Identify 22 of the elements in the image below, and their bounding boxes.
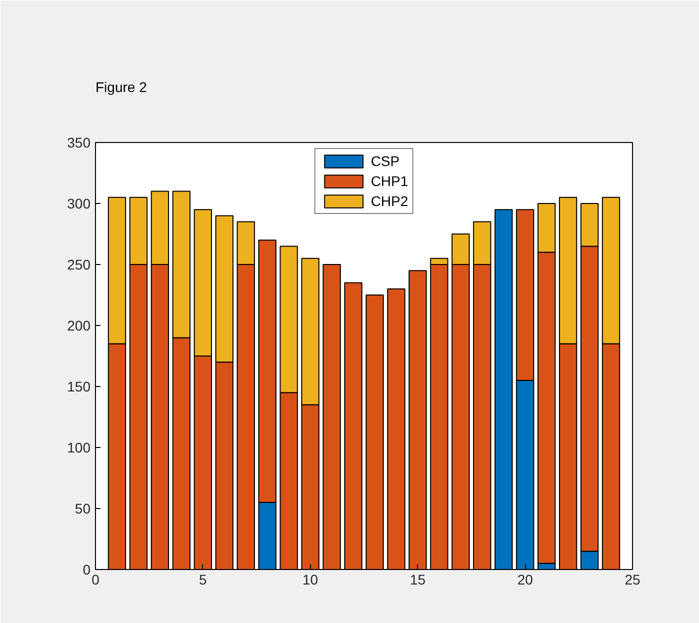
y-tick-label: 350	[67, 134, 91, 150]
y-tick-label: 200	[67, 318, 91, 334]
y-tick-label: 300	[67, 196, 91, 212]
x-tick-label: 5	[199, 572, 208, 588]
legend-label: CHP1	[370, 173, 408, 189]
x-tick-label: 10	[302, 572, 318, 588]
bar	[494, 209, 513, 570]
bar	[366, 294, 384, 570]
x-tick-label: 25	[624, 572, 640, 588]
legend-label: CHP2	[370, 193, 408, 209]
bar	[322, 264, 341, 570]
bar	[387, 288, 406, 570]
x-tick-label: 20	[517, 572, 534, 588]
chart-title: Figure 2	[96, 79, 148, 95]
x-tick-label: 15	[410, 572, 426, 588]
y-tick-label: 150	[67, 378, 91, 394]
y-tick-label: 50	[74, 500, 91, 516]
y-tick-label: 250	[67, 256, 91, 272]
y-tick-label: 100	[67, 440, 91, 456]
y-tick-label: 0	[82, 562, 91, 578]
legend-label: CSP	[370, 153, 400, 169]
bar	[344, 282, 362, 570]
